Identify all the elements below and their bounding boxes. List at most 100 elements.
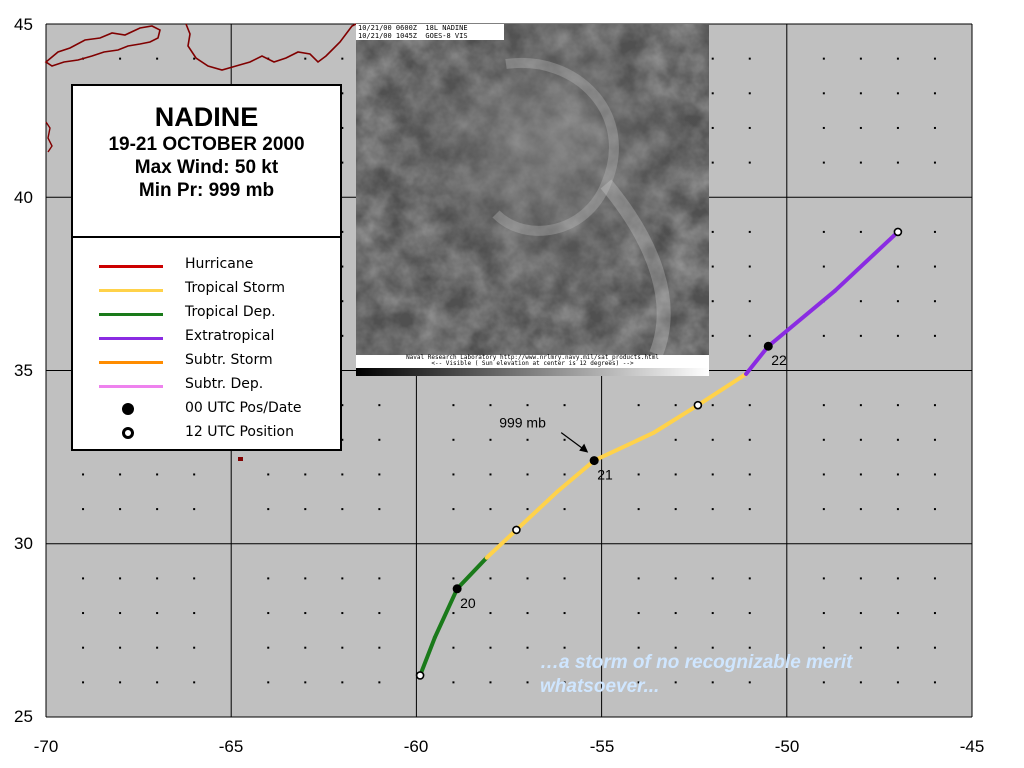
grid-dot xyxy=(748,438,751,441)
grid-dot xyxy=(452,438,455,441)
nova-scotia-coast xyxy=(44,25,161,67)
grid-dot xyxy=(156,646,159,649)
track-segment xyxy=(484,527,519,560)
grid-dot xyxy=(563,577,566,580)
track-segment xyxy=(514,489,560,532)
grid-dot xyxy=(933,612,936,615)
grid-dot xyxy=(933,230,936,233)
legend-label: Hurricane xyxy=(185,256,254,272)
grid-dot xyxy=(563,646,566,649)
legend-item: 00 UTC Pos/Date xyxy=(73,398,340,422)
legend-line-swatch xyxy=(99,265,163,268)
grid-dot xyxy=(378,577,381,580)
date-label: 21 xyxy=(597,467,613,483)
grid-dot xyxy=(82,612,85,615)
grid-dot xyxy=(711,473,714,476)
grid-dot xyxy=(378,473,381,476)
track-segment xyxy=(555,458,597,494)
grid-dot xyxy=(267,681,270,684)
grid-dot xyxy=(933,438,936,441)
legend-label: Tropical Dep. xyxy=(185,304,276,320)
position-12utc-marker xyxy=(512,525,521,535)
grid-dot xyxy=(711,508,714,511)
grid-dot xyxy=(563,404,566,407)
grid-dot xyxy=(674,612,677,615)
y-tick-label: 30 xyxy=(14,534,33,553)
track-segment xyxy=(832,229,900,293)
grid-dot xyxy=(341,300,344,303)
grid-dot xyxy=(748,646,751,649)
grid-dot xyxy=(711,577,714,580)
grid-dot xyxy=(193,57,196,60)
grid-dot xyxy=(896,300,899,303)
grid-dot xyxy=(896,404,899,407)
grid-dot xyxy=(119,57,122,60)
grid-dot xyxy=(896,508,899,511)
grid-dot xyxy=(933,577,936,580)
pressure-arrow xyxy=(560,432,585,451)
pressure-label: 999 mb xyxy=(499,415,546,431)
satellite-header: 10/21/00 0600Z 18L NADINE 10/21/00 1045Z… xyxy=(356,24,504,40)
grid-dot xyxy=(452,508,455,511)
grid-dot xyxy=(267,577,270,580)
grid-dot xyxy=(859,161,862,164)
grid-dot xyxy=(822,508,825,511)
grid-dot xyxy=(304,57,307,60)
satellite-footer: Naval Research Laboratory http://www.nrl… xyxy=(356,355,709,368)
grid-dot xyxy=(341,438,344,441)
grid-dot xyxy=(193,612,196,615)
grid-dot xyxy=(563,473,566,476)
grid-dot xyxy=(748,334,751,337)
grid-dot xyxy=(896,265,899,268)
legend-line-swatch xyxy=(99,313,163,316)
grid-dot xyxy=(711,126,714,129)
grid-dot xyxy=(304,577,307,580)
grid-dot xyxy=(711,438,714,441)
grid-dot xyxy=(896,577,899,580)
grid-dot xyxy=(452,404,455,407)
grid-dot xyxy=(822,473,825,476)
grid-dot xyxy=(267,508,270,511)
grid-dot xyxy=(341,646,344,649)
satellite-image: 10/21/00 0600Z 18L NADINE 10/21/00 1045Z… xyxy=(356,24,709,376)
grid-dot xyxy=(933,681,936,684)
grid-dot xyxy=(859,404,862,407)
open-dot-icon xyxy=(122,427,134,439)
grid-dot xyxy=(859,57,862,60)
position-12utc-marker xyxy=(893,227,903,237)
grid-dot xyxy=(563,612,566,615)
grid-dot xyxy=(304,612,307,615)
grid-dot xyxy=(711,265,714,268)
grid-dot xyxy=(489,612,492,615)
grid-dot xyxy=(859,508,862,511)
grid-dot xyxy=(859,577,862,580)
legend-line-swatch xyxy=(99,361,163,364)
grid-dot xyxy=(193,681,196,684)
grid-dot xyxy=(822,404,825,407)
newfoundland-coast xyxy=(185,23,357,71)
grid-dot xyxy=(859,646,862,649)
grid-dot xyxy=(711,334,714,337)
grid-dot xyxy=(341,473,344,476)
grid-dot xyxy=(378,612,381,615)
grid-dot xyxy=(748,473,751,476)
x-tick-label: -60 xyxy=(404,737,429,756)
grid-dot xyxy=(156,508,159,511)
satellite-header-line1: 10/21/00 0600Z 18L NADINE xyxy=(358,24,468,32)
axis-tick-labels: -70 -65 -60 -55 -50 -45 45 40 35 30 25 xyxy=(14,15,984,756)
date-label: 22 xyxy=(771,352,787,368)
grid-dot xyxy=(341,230,344,233)
grid-dot xyxy=(711,230,714,233)
grid-dot xyxy=(341,508,344,511)
grid-dot xyxy=(119,646,122,649)
grid-dot xyxy=(452,577,455,580)
legend-line-swatch xyxy=(99,385,163,388)
grid-dot xyxy=(526,438,529,441)
grid-dot xyxy=(378,404,381,407)
grid-dot xyxy=(637,612,640,615)
grid-dot xyxy=(119,612,122,615)
grid-dot xyxy=(526,646,529,649)
x-tick-label: -50 xyxy=(775,737,800,756)
grid-dot xyxy=(637,646,640,649)
grid-dot xyxy=(378,681,381,684)
